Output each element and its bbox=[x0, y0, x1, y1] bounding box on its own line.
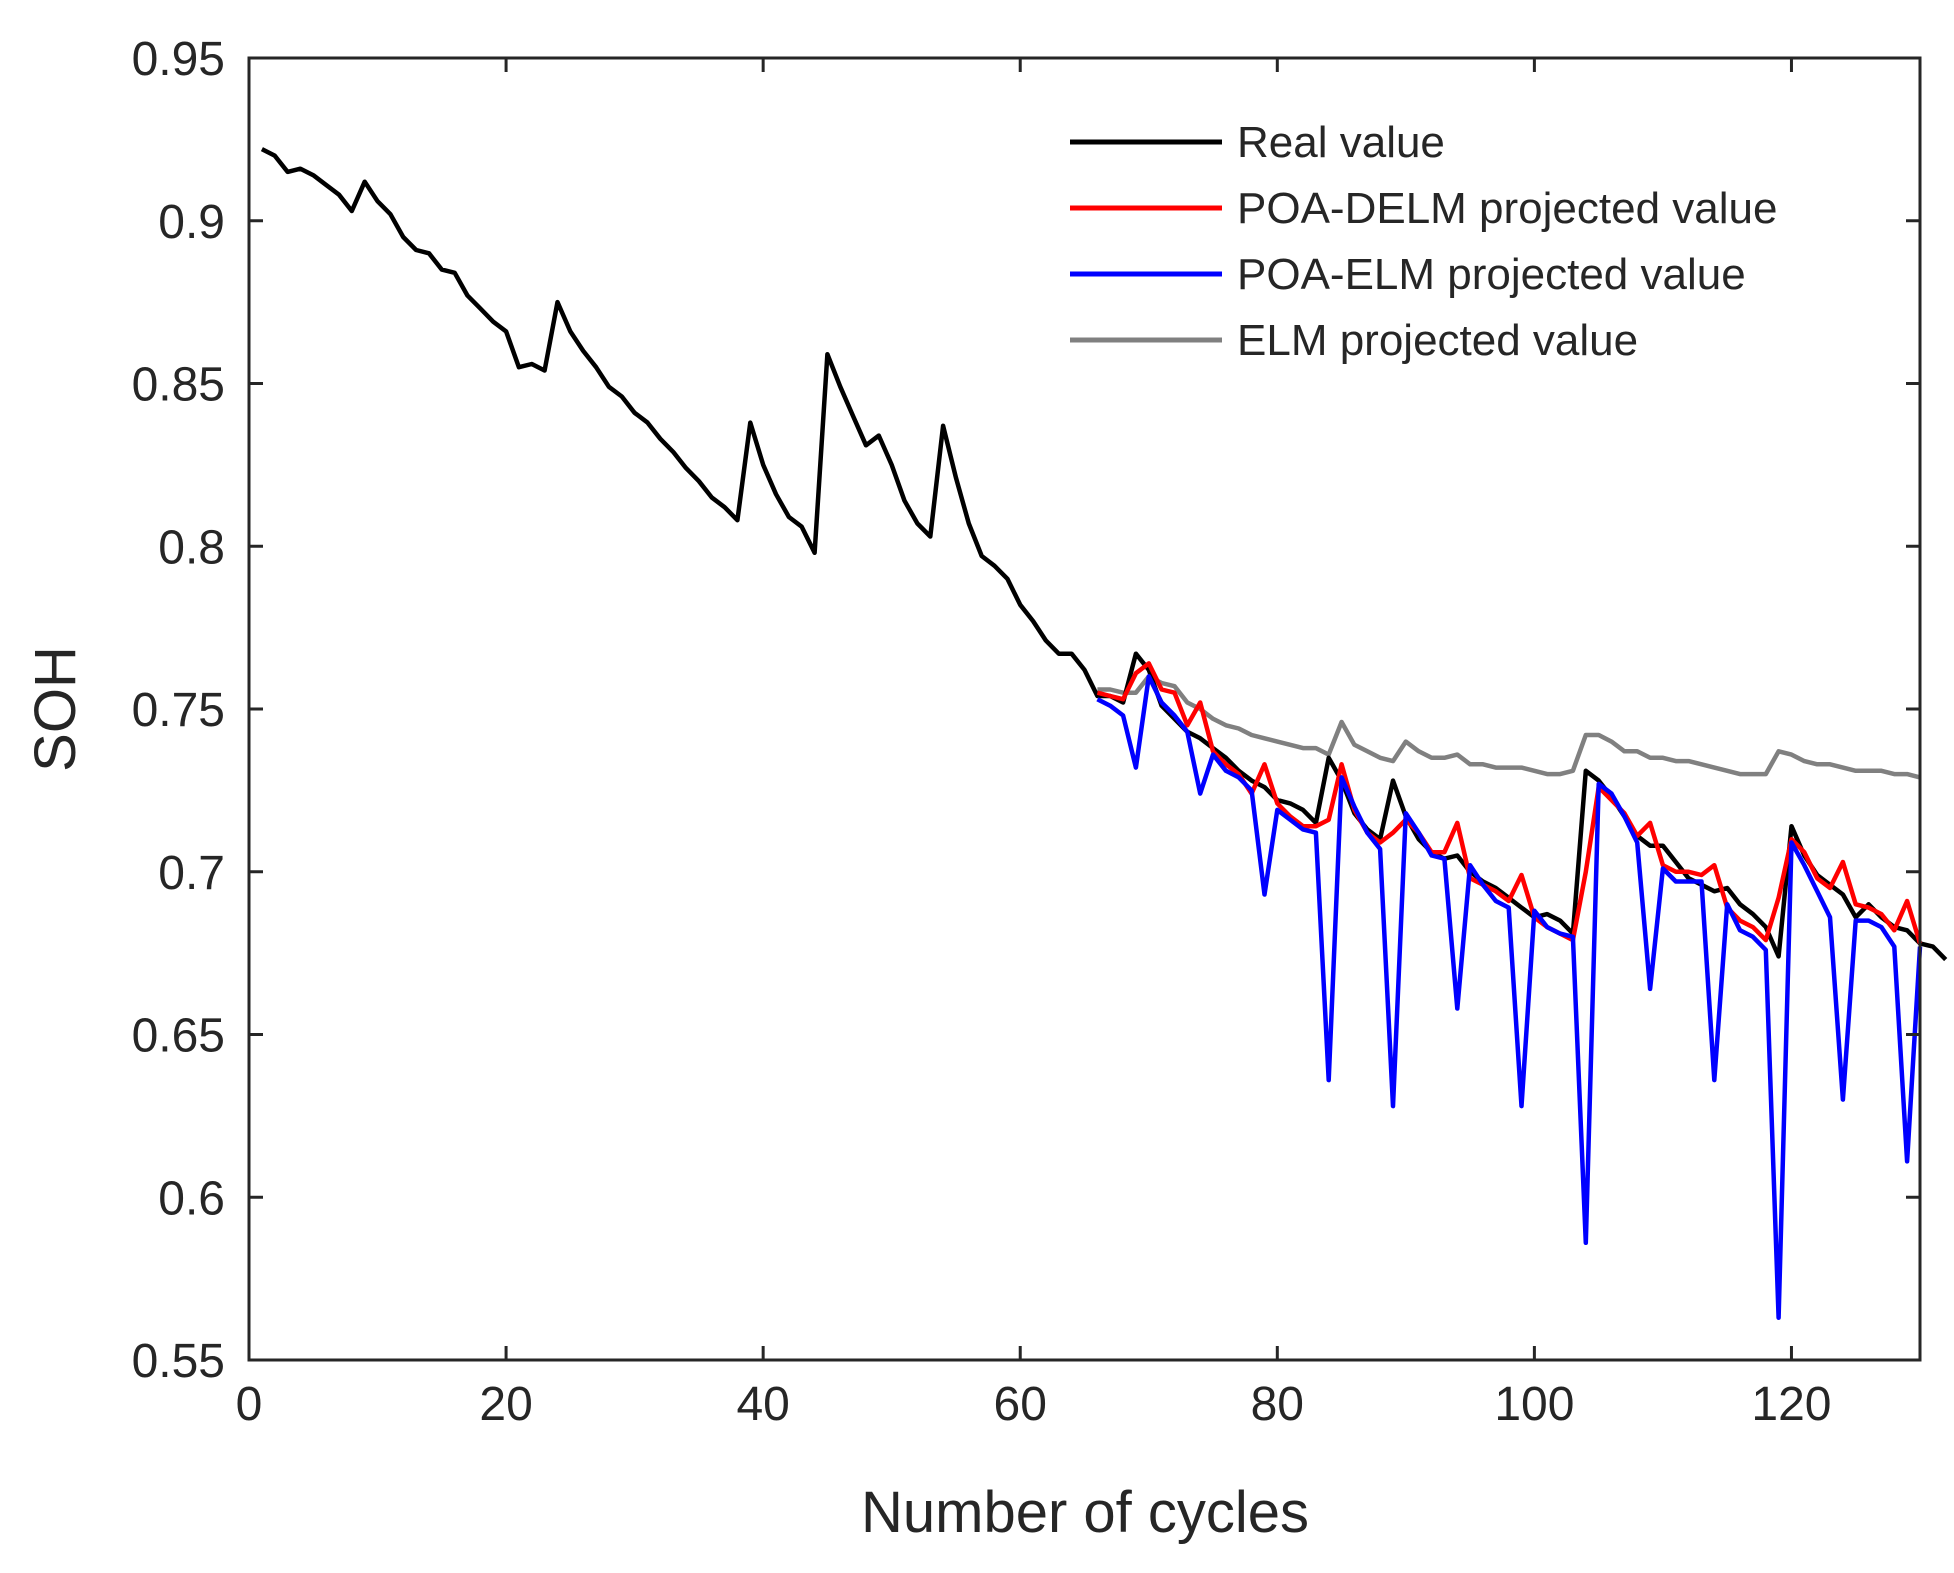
legend-label-poa-delm-projected-value: POA-DELM projected value bbox=[1237, 184, 1777, 233]
legend-label-real-value: Real value bbox=[1237, 118, 1445, 167]
y-tick-label: 0.75 bbox=[132, 684, 225, 737]
legend-label-poa-elm-projected-value: POA-ELM projected value bbox=[1237, 250, 1746, 299]
series-line-elm-projected-value bbox=[1097, 674, 1921, 780]
x-tick-label: 40 bbox=[736, 1378, 789, 1431]
series-layer bbox=[260, 147, 1948, 1320]
y-tick-label: 0.9 bbox=[158, 196, 225, 249]
x-tick-label: 0 bbox=[236, 1378, 263, 1431]
series-line-poa-elm-projected-value bbox=[1096, 674, 1923, 1320]
y-tick-label: 0.65 bbox=[132, 1010, 225, 1063]
y-tick-label: 0.55 bbox=[132, 1335, 225, 1388]
x-tick-label: 60 bbox=[994, 1378, 1047, 1431]
y-axis-label: SOH bbox=[23, 646, 88, 772]
x-tick-label: 120 bbox=[1751, 1378, 1831, 1431]
y-tick-label: 0.7 bbox=[158, 847, 225, 900]
y-tick-label: 0.95 bbox=[132, 33, 225, 86]
y-tick-label: 0.85 bbox=[132, 359, 225, 412]
legend-label-elm-projected-value: ELM projected value bbox=[1237, 316, 1638, 365]
y-tick-label: 0.6 bbox=[158, 1172, 225, 1225]
x-tick-label: 20 bbox=[479, 1378, 532, 1431]
x-axis-label: Number of cycles bbox=[861, 1480, 1309, 1545]
legend: Real value POA-DELM projected value POA-EL… bbox=[1070, 118, 1777, 365]
x-tick-label: 100 bbox=[1494, 1378, 1574, 1431]
tick-layer: 0 20 40 60 80 100 120 0.55 0.6 0.65 0.7 0.75 0.8 0.85… bbox=[132, 33, 1920, 1431]
x-tick-label: 80 bbox=[1251, 1378, 1304, 1431]
series-line-poa-delm-projected-value bbox=[1096, 661, 1923, 945]
y-tick-label: 0.8 bbox=[158, 521, 225, 574]
